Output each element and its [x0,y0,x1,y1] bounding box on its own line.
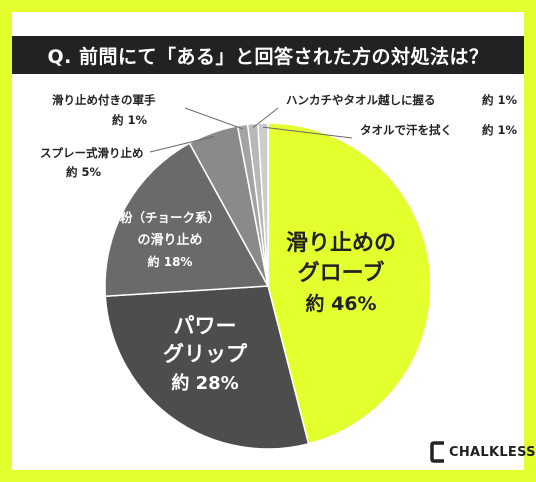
chalkless-logo-icon [430,441,444,463]
slice-label-6-line-0: タオルで汗を拭く [360,123,452,137]
slice-label-1-line-1: グリップ [163,342,248,366]
slice-value-label-3: 約 5% [66,165,102,179]
leader-line-3 [149,135,215,153]
slice-value-label-6: 約 1% [482,123,518,137]
slice-label-2-line-1: の滑り止め [137,232,202,248]
slice-value-label-1: 約 28% [171,372,238,394]
brand-logo: CHALKLESS [430,440,536,464]
leader-line-5 [252,107,279,129]
slice-label-0-line-1: グローブ [298,260,385,286]
slice-value-label-4: 約 1% [112,113,148,127]
slice-label-1-line-0: パワー [174,314,237,338]
leader-line-4 [184,107,244,130]
brand-logo-text: CHALKLESS [449,444,536,460]
slice-label-4-line-0: 滑り止め付きの軍手 [52,93,156,107]
slice-value-label-0: 約 46% [305,292,376,315]
pie-slice-2 [104,142,270,298]
slice-label-2-line-0: 粉（チョーク系） [120,210,220,225]
slice-label-0-line-0: 滑り止めの [286,231,396,256]
slice-label-5-line-0: ハンカチやタオル越しに握る [286,93,436,107]
pie-slice-1 [104,285,310,450]
slice-value-label-2: 約 18% [148,254,193,269]
slice-value-label-5: 約 1% [482,93,518,107]
slice-label-3-line-0: スプレー式滑り止め [40,146,144,160]
chart-title: Q. 前問にて「ある」と回答された方の対処法は？ [12,36,524,74]
leader-line-6 [262,126,353,139]
